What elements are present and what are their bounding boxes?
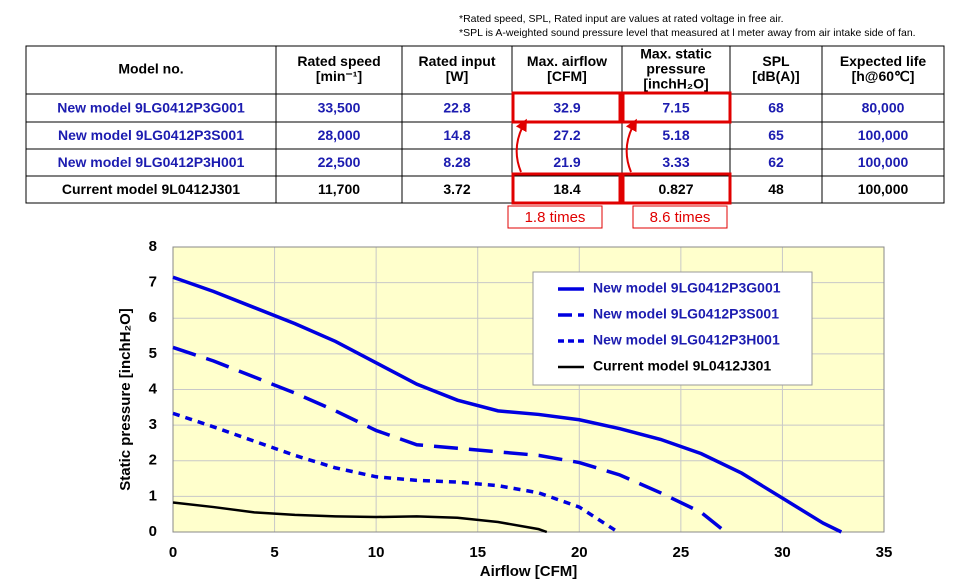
table-cell: 62 bbox=[768, 154, 784, 170]
table-cell: 0.827 bbox=[658, 181, 693, 197]
highlight-box bbox=[511, 91, 622, 124]
table-cell: New model 9LG0412P3H001 bbox=[58, 154, 245, 170]
highlight-box bbox=[621, 172, 732, 205]
table-cell: New model 9LG0412P3G001 bbox=[57, 100, 245, 116]
header-cell: [dB(A)] bbox=[752, 68, 799, 84]
header-cell: SPL bbox=[762, 53, 790, 69]
table-cell: Current model 9L0412J301 bbox=[62, 181, 240, 197]
table-cell: 33,500 bbox=[318, 100, 361, 116]
y-tick-label: 8 bbox=[149, 238, 157, 255]
note: *SPL is A-weighted sound pressure level … bbox=[459, 27, 916, 39]
legend-label: New model 9LG0412P3G001 bbox=[593, 280, 781, 296]
y-tick-label: 3 bbox=[149, 416, 157, 433]
header-cell: [inchH₂O] bbox=[643, 76, 708, 92]
highlight-box bbox=[621, 91, 732, 124]
table-cell: New model 9LG0412P3S001 bbox=[58, 127, 244, 143]
table-cell: 8.28 bbox=[443, 154, 470, 170]
header-cell: [CFM] bbox=[547, 68, 587, 84]
table-cell: 65 bbox=[768, 127, 784, 143]
table-cell: 48 bbox=[768, 181, 784, 197]
y-tick-label: 6 bbox=[149, 309, 157, 326]
annotation-box bbox=[507, 205, 603, 229]
table-cell: 100,000 bbox=[858, 181, 909, 197]
x-tick-label: 5 bbox=[270, 544, 278, 561]
table-cell: 100,000 bbox=[858, 154, 909, 170]
header-cell: [W] bbox=[446, 68, 469, 84]
x-tick-label: 15 bbox=[469, 544, 486, 561]
table-cell: 80,000 bbox=[862, 100, 905, 116]
x-tick-label: 20 bbox=[571, 544, 588, 561]
header-cell: Rated input bbox=[419, 53, 496, 69]
header-cell: Max. airflow bbox=[527, 53, 607, 69]
x-tick-label: 25 bbox=[673, 544, 690, 561]
plot-border bbox=[172, 246, 885, 533]
series-line bbox=[172, 345, 727, 534]
legend-label: Current model 9L0412J301 bbox=[593, 358, 771, 374]
spec-table: *Rated speed, SPL, Rated input are value… bbox=[25, 13, 945, 229]
table-cell: 11,700 bbox=[318, 181, 360, 197]
x-tick-label: 10 bbox=[368, 544, 385, 561]
arrow bbox=[625, 118, 637, 173]
note: *Rated speed, SPL, Rated input are value… bbox=[459, 13, 784, 25]
header-cell: Expected life bbox=[840, 53, 927, 69]
header-cell: [h@60℃] bbox=[852, 68, 915, 84]
y-tick-label: 1 bbox=[149, 487, 157, 504]
table-cell: 22,500 bbox=[318, 154, 361, 170]
header-cell: Model no. bbox=[118, 61, 183, 77]
series-line bbox=[172, 411, 619, 534]
table-cell: 7.15 bbox=[662, 100, 689, 116]
chart: 0 5 10 15 20 25 30 35 0 1 2 3 4 5 6 7 8 Airflow [CFM] Stat… bbox=[117, 238, 892, 580]
table-cell: 18.4 bbox=[553, 181, 580, 197]
header-cell: [min⁻¹] bbox=[316, 68, 362, 84]
annotation-box bbox=[632, 205, 728, 229]
header-cell: Max. static bbox=[640, 46, 712, 62]
table-cell: 68 bbox=[768, 100, 784, 116]
table-cell: 28,000 bbox=[318, 127, 361, 143]
x-axis-label: Airflow [CFM] bbox=[480, 563, 577, 580]
y-tick-label: 7 bbox=[149, 274, 157, 291]
highlight-box bbox=[511, 172, 622, 205]
x-tick-label: 35 bbox=[876, 544, 893, 561]
series-line bbox=[172, 275, 843, 534]
y-axis-label: Static pressure [inchH₂O] bbox=[117, 308, 134, 491]
arrow bbox=[515, 118, 527, 173]
x-tick-label: 0 bbox=[169, 544, 177, 561]
table-cell: 100,000 bbox=[858, 127, 909, 143]
y-tick-label: 0 bbox=[149, 523, 157, 540]
y-tick-label: 4 bbox=[149, 380, 158, 397]
header-cell: pressure bbox=[646, 61, 705, 77]
legend-label: New model 9LG0412P3S001 bbox=[593, 306, 779, 322]
table-border bbox=[25, 45, 945, 204]
x-tick-label: 30 bbox=[774, 544, 791, 561]
table-cell: 27.2 bbox=[553, 127, 580, 143]
table-cell: 22.8 bbox=[443, 100, 470, 116]
table-cell: 5.18 bbox=[662, 127, 689, 143]
y-tick-label: 2 bbox=[149, 452, 157, 469]
annotation: 8.6 times bbox=[650, 209, 711, 226]
header-cell: Rated speed bbox=[297, 53, 380, 69]
table-cell: 14.8 bbox=[443, 127, 470, 143]
annotation: 1.8 times bbox=[525, 209, 586, 226]
table-cell: 21.9 bbox=[553, 154, 580, 170]
table-cell: 3.72 bbox=[443, 181, 470, 197]
table-cell: 32.9 bbox=[553, 100, 580, 116]
legend-label: New model 9LG0412P3H001 bbox=[593, 332, 780, 348]
table-cell: 3.33 bbox=[662, 154, 689, 170]
series-line bbox=[172, 501, 548, 534]
y-tick-label: 5 bbox=[149, 345, 157, 362]
